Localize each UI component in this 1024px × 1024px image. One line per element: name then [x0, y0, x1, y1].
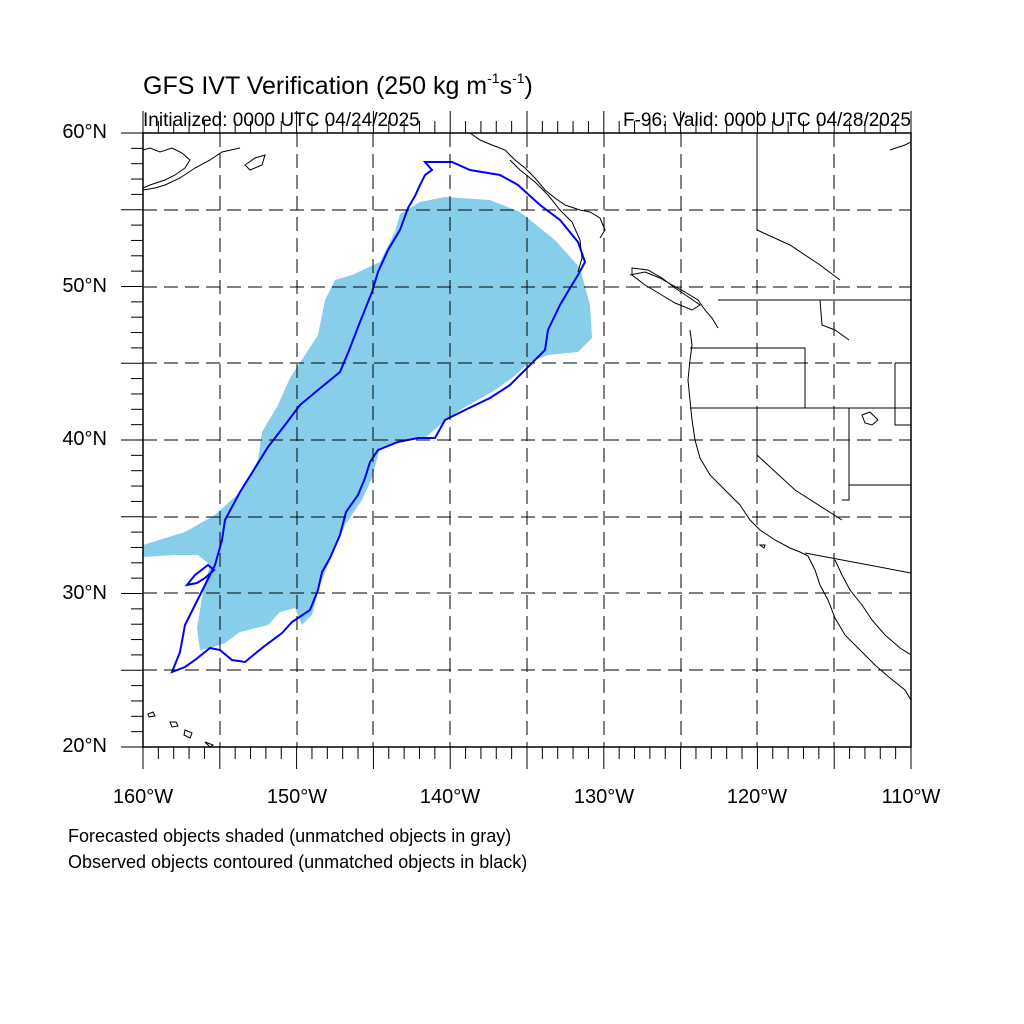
- legend-note-forecast: Forecasted objects shaded (unmatched obj…: [68, 826, 512, 846]
- valid-time-label: F-96: Valid: 0000 UTC 04/28/2025: [623, 110, 911, 131]
- lat-label: 20°N: [62, 735, 107, 757]
- forecast-object: [143, 197, 592, 650]
- lat-label: 30°N: [62, 582, 107, 604]
- map-frame: [142, 132, 912, 748]
- lon-label: 120°W: [726, 786, 788, 808]
- gridlines: [143, 133, 911, 747]
- axis-ticks: [121, 111, 912, 769]
- legend-note-observed: Observed objects contoured (unmatched ob…: [68, 852, 528, 872]
- coastlines: [143, 133, 911, 747]
- lon-label: 110°W: [881, 786, 941, 808]
- lat-label: 50°N: [62, 275, 107, 297]
- lon-label: 130°W: [573, 786, 635, 808]
- chart-title: GFS IVT Verification (250 kg m-1s-1): [143, 70, 533, 100]
- lat-label: 60°N: [62, 121, 107, 143]
- lon-label: 150°W: [266, 786, 328, 808]
- init-time-label: Initialized: 0000 UTC 04/24/2025: [143, 110, 420, 131]
- lon-label: 160°W: [112, 786, 174, 808]
- observed-contour-fragment: [184, 563, 216, 587]
- lon-label: 140°W: [419, 786, 481, 808]
- lat-label: 40°N: [62, 428, 107, 450]
- observed-contour: [170, 161, 587, 674]
